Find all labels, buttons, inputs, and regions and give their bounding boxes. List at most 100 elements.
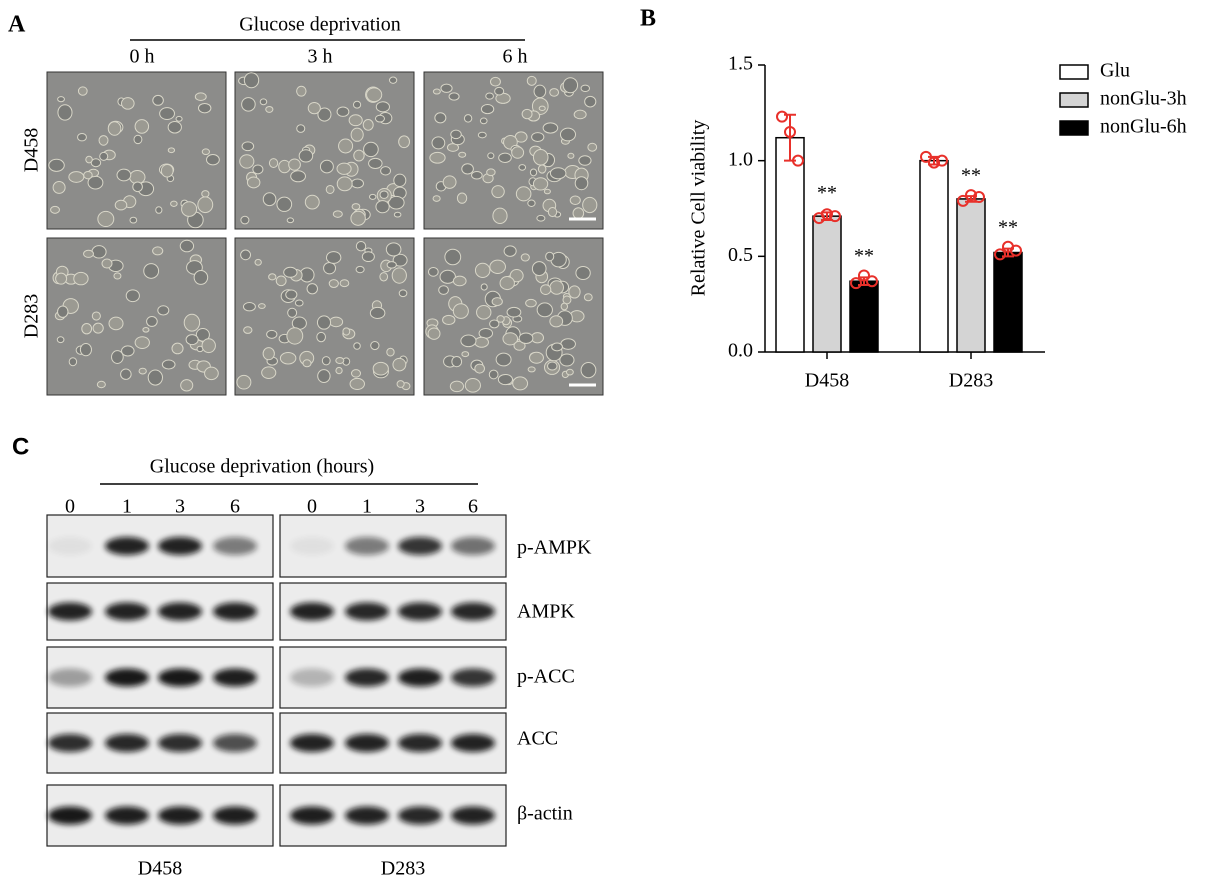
- band: [290, 602, 334, 621]
- cell: [450, 129, 462, 140]
- x-tick-label: D458: [805, 370, 849, 392]
- cell: [99, 151, 109, 161]
- timepoint: 6 h: [503, 46, 528, 68]
- cell: [474, 336, 489, 348]
- cell: [587, 142, 598, 152]
- micrographs: [46, 71, 604, 396]
- cell: [432, 195, 441, 202]
- bar: [993, 251, 1023, 353]
- cell: [527, 366, 536, 373]
- cell: [129, 216, 138, 224]
- cell: [242, 302, 256, 312]
- cell: [56, 336, 65, 344]
- cell: [372, 361, 389, 376]
- cell: [296, 124, 306, 133]
- data-point: [994, 248, 1006, 261]
- band: [105, 734, 149, 752]
- cell: [83, 170, 93, 180]
- cell: [547, 207, 558, 218]
- protein-label: AMPK: [517, 601, 575, 623]
- cell: [495, 352, 512, 367]
- cell: [489, 319, 500, 329]
- cell: [243, 326, 253, 334]
- band: [105, 668, 149, 687]
- cell: [335, 357, 345, 365]
- cell: [142, 326, 150, 333]
- cell: [316, 331, 326, 343]
- band: [105, 537, 149, 555]
- cell: [569, 195, 581, 205]
- cell: [348, 114, 363, 127]
- cell: [573, 109, 587, 120]
- cell: [446, 143, 460, 152]
- cell: [336, 176, 353, 192]
- cell: [160, 164, 174, 178]
- cell: [325, 184, 335, 195]
- cell: [133, 134, 143, 145]
- protein-label: p-ACC: [517, 666, 575, 688]
- band: [48, 806, 92, 825]
- lane-label: 3: [175, 496, 185, 518]
- cell: [197, 102, 212, 114]
- data-point: [776, 110, 788, 123]
- cell: [279, 352, 297, 365]
- lane-label: 3: [415, 496, 425, 518]
- cell: [285, 289, 298, 300]
- cell: [73, 271, 89, 286]
- band: [213, 537, 257, 555]
- cell: [502, 332, 519, 346]
- band: [345, 668, 389, 687]
- cell: [398, 135, 411, 149]
- cell: [179, 239, 195, 253]
- cell: [55, 272, 68, 285]
- cell: [549, 88, 560, 97]
- cell: [193, 269, 209, 285]
- band: [398, 734, 442, 752]
- significance: **: [854, 245, 874, 267]
- cell: [461, 351, 470, 358]
- cell: [195, 327, 210, 342]
- cell: [201, 148, 210, 156]
- cell: [531, 261, 547, 277]
- cell: [246, 176, 261, 189]
- cell: [125, 289, 140, 303]
- cell: [386, 261, 397, 269]
- cell: [68, 357, 78, 367]
- cell: [374, 114, 385, 123]
- cell: [551, 342, 563, 352]
- cell: [584, 95, 597, 108]
- data-point: [858, 269, 870, 282]
- bar: [775, 136, 805, 353]
- lane-label: 6: [230, 496, 240, 518]
- cell: [183, 313, 201, 332]
- cell: [107, 121, 122, 136]
- cell: [511, 146, 525, 159]
- cell: [111, 350, 124, 364]
- cell: [336, 106, 350, 117]
- cell: [429, 151, 446, 164]
- cell: [323, 261, 337, 275]
- cell: [349, 377, 365, 390]
- cell: [515, 186, 532, 202]
- cell: [476, 305, 492, 320]
- cell: [480, 283, 488, 291]
- cell: [276, 196, 293, 212]
- data-point: [784, 125, 796, 138]
- cell: [257, 303, 266, 309]
- cell: [498, 152, 512, 163]
- cell: [363, 141, 379, 158]
- cell: [506, 306, 522, 318]
- bar: [812, 215, 842, 353]
- cell: [167, 120, 182, 134]
- cell: [97, 210, 115, 228]
- cell: [379, 190, 389, 199]
- protein-label: ACC: [517, 728, 558, 750]
- cell: [240, 249, 252, 261]
- band: [398, 806, 442, 825]
- cell: [298, 149, 314, 163]
- band: [48, 537, 92, 555]
- cell: [451, 355, 463, 368]
- legend-label: Glu: [1100, 60, 1130, 82]
- cell: [252, 164, 264, 175]
- cell: [580, 361, 597, 379]
